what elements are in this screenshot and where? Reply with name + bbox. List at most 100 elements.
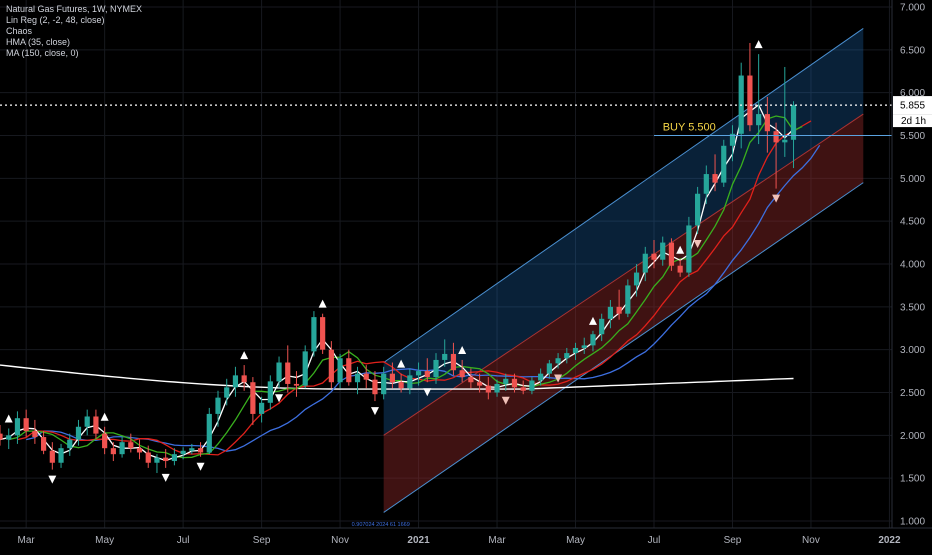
candle-body xyxy=(485,385,491,393)
candle-body xyxy=(145,452,151,463)
candle-body xyxy=(442,353,448,360)
candle-body xyxy=(712,174,718,183)
candle-body xyxy=(538,373,544,381)
candle-body xyxy=(180,450,186,455)
price-tick-label: 4.000 xyxy=(900,260,925,271)
candle-body xyxy=(302,351,308,386)
candle-body xyxy=(206,413,212,453)
candle-body xyxy=(224,387,230,398)
candle-body xyxy=(84,416,90,427)
candle-body xyxy=(267,381,273,403)
price-tick-label: 4.500 xyxy=(900,217,925,228)
fractal-down-marker xyxy=(370,407,379,416)
candle-body xyxy=(128,442,134,449)
candle-body xyxy=(398,382,404,389)
candle-body xyxy=(389,373,395,383)
price-tick-label: 1.500 xyxy=(900,474,925,485)
price-tick-label: 5.000 xyxy=(900,174,925,185)
regression-channel-lower xyxy=(383,114,864,513)
candle-body xyxy=(433,359,439,378)
candle-body xyxy=(363,373,369,380)
candle-body xyxy=(110,448,116,455)
price-tick-label: 2.000 xyxy=(900,431,925,442)
price-tick-label: 7.000 xyxy=(900,3,925,14)
legend-title: Natural Gas Futures, 1W, NYMEX xyxy=(6,4,143,14)
candle-body xyxy=(459,370,465,378)
channel-lower-line xyxy=(383,182,864,513)
fractal-up-marker xyxy=(397,359,406,368)
time-tick-label: Jul xyxy=(648,535,661,546)
price-tick-label: 2.500 xyxy=(900,388,925,399)
candle-body xyxy=(729,133,736,146)
candle-body xyxy=(14,418,21,436)
candle-body xyxy=(372,379,378,395)
alligator-teeth-line xyxy=(17,120,812,456)
candle-body xyxy=(163,457,169,462)
candle-body xyxy=(790,105,797,140)
channel-mid-line xyxy=(383,113,864,436)
price-tick-label: 6.000 xyxy=(900,88,925,99)
candle-body xyxy=(686,225,692,273)
legend: Natural Gas Futures, 1W, NYMEX Lin Reg (… xyxy=(6,4,142,59)
candle-body xyxy=(529,380,535,391)
fractal-up-marker xyxy=(588,316,597,325)
candle-body xyxy=(171,454,177,462)
candle-body xyxy=(756,114,762,126)
time-tick-label: May xyxy=(566,535,585,546)
candle-body xyxy=(494,383,500,393)
time-tick-label: 2021 xyxy=(407,535,430,546)
time-tick-label: Jul xyxy=(177,535,190,546)
candle-body xyxy=(477,382,483,386)
fractal-down-marker xyxy=(196,462,205,471)
countdown-label: 2d 1h xyxy=(901,116,926,127)
candle-body xyxy=(607,306,613,319)
channel-footnote: 0.907024 2024 61 1669 xyxy=(352,522,410,528)
candle-body xyxy=(407,375,413,389)
candle-body xyxy=(677,265,683,273)
candle-body xyxy=(450,353,457,371)
fractal-up-marker xyxy=(100,412,109,421)
candle-body xyxy=(415,371,422,376)
candle-body xyxy=(197,448,204,453)
candle-body xyxy=(41,437,47,451)
candle-body xyxy=(668,242,675,266)
candle-body xyxy=(616,306,622,314)
fractal-down-marker xyxy=(161,473,170,482)
candle-body xyxy=(49,450,55,463)
candle-body xyxy=(75,426,82,440)
candle-body xyxy=(276,362,282,382)
fractal-up-marker xyxy=(318,299,327,308)
legend-chaos: Chaos xyxy=(6,26,33,36)
candle-body xyxy=(773,131,779,143)
candle-body xyxy=(651,253,657,260)
candle-body xyxy=(58,448,64,463)
fractal-down-marker xyxy=(275,394,284,403)
candle-body xyxy=(320,317,326,350)
candle-body xyxy=(642,253,648,273)
last-price-label: 5.855 xyxy=(900,101,925,112)
candle-body xyxy=(703,174,709,194)
fractal-down-marker xyxy=(772,194,781,203)
candle-body xyxy=(93,416,99,434)
candle-body xyxy=(241,375,247,383)
time-tick-label: Nov xyxy=(802,535,820,546)
last-price-badge xyxy=(893,96,932,115)
time-tick-label: Mar xyxy=(488,535,506,546)
buy-label: BUY 5.500 xyxy=(663,122,716,134)
candle-body xyxy=(633,272,640,286)
candle-body xyxy=(381,373,387,395)
time-tick-label: Mar xyxy=(18,535,36,546)
candle-body xyxy=(154,457,160,463)
time-tick-label: Nov xyxy=(331,535,349,546)
candle-body xyxy=(328,349,334,383)
candle-body xyxy=(311,317,317,352)
price-tick-label: 6.500 xyxy=(900,45,925,56)
candle-body xyxy=(67,439,73,449)
time-tick-label: 2022 xyxy=(878,535,901,546)
candle-body xyxy=(503,378,509,384)
candle-body xyxy=(564,353,570,359)
candle-body xyxy=(136,448,143,453)
candle-body xyxy=(6,435,12,440)
